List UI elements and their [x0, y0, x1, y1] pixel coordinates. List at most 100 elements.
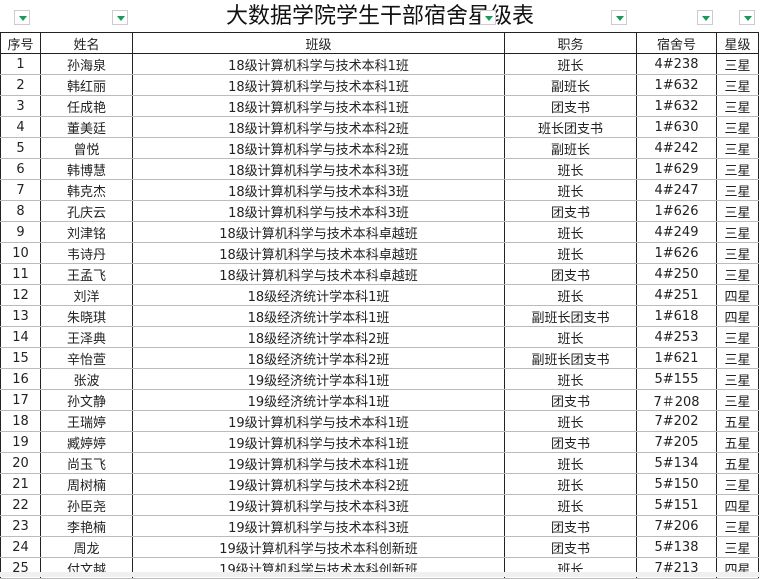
cell-seq[interactable]: 7: [0, 179, 41, 201]
cell-dorm[interactable]: 1#626: [636, 200, 717, 222]
cell-seq[interactable]: 16: [0, 368, 41, 390]
cell-star[interactable]: 三星: [716, 368, 759, 390]
cell-star[interactable]: 三星: [716, 242, 759, 264]
cell-star[interactable]: 三星: [716, 200, 759, 222]
cell-seq[interactable]: 23: [0, 515, 41, 537]
cell-star[interactable]: 三星: [716, 95, 759, 117]
cell-role[interactable]: 班长: [504, 53, 637, 75]
cell-class[interactable]: 18级计算机科学与技术本科卓越班: [132, 242, 505, 264]
cell-seq[interactable]: 4: [0, 116, 41, 138]
cell-seq[interactable]: 14: [0, 326, 41, 348]
cell-dorm[interactable]: 4#247: [636, 179, 717, 201]
cell-name[interactable]: 孙文静: [40, 389, 133, 411]
cell-class[interactable]: 19级计算机科学与技术本科创新班: [132, 536, 505, 558]
cell-star[interactable]: 三星: [716, 326, 759, 348]
cell-dorm[interactable]: 4#251: [636, 284, 717, 306]
cell-class[interactable]: 18级计算机科学与技术本科1班: [132, 74, 505, 96]
cell-name[interactable]: 曾悦: [40, 137, 133, 159]
cell-name[interactable]: 王瑞婷: [40, 410, 133, 432]
cell-dorm[interactable]: 4#238: [636, 53, 717, 75]
cell-dorm[interactable]: 1#621: [636, 347, 717, 369]
cell-star[interactable]: 五星: [716, 410, 759, 432]
cell-role[interactable]: 班长: [504, 242, 637, 264]
filter-button-name[interactable]: [112, 10, 128, 25]
cell-role[interactable]: 团支书: [504, 515, 637, 537]
cell-name[interactable]: 周龙: [40, 536, 133, 558]
cell-name[interactable]: 王孟飞: [40, 263, 133, 285]
cell-name[interactable]: 尚玉飞: [40, 452, 133, 474]
cell-seq[interactable]: 10: [0, 242, 41, 264]
cell-role[interactable]: 团支书: [504, 536, 637, 558]
cell-name[interactable]: 张波: [40, 368, 133, 390]
cell-role[interactable]: 副班长团支书: [504, 305, 637, 327]
cell-role[interactable]: 班长: [504, 221, 637, 243]
cell-class[interactable]: 18级计算机科学与技术本科卓越班: [132, 221, 505, 243]
cell-class[interactable]: 18级计算机科学与技术本科1班: [132, 95, 505, 117]
cell-class[interactable]: 19级计算机科学与技术本科2班: [132, 473, 505, 495]
cell-class[interactable]: 18级计算机科学与技术本科3班: [132, 158, 505, 180]
cell-seq[interactable]: 17: [0, 389, 41, 411]
cell-star[interactable]: 三星: [716, 158, 759, 180]
cell-role[interactable]: 班长: [504, 473, 637, 495]
cell-seq[interactable]: 24: [0, 536, 41, 558]
cell-name[interactable]: 韦诗丹: [40, 242, 133, 264]
cell-name[interactable]: 孔庆云: [40, 200, 133, 222]
cell-seq[interactable]: 2: [0, 74, 41, 96]
cell-seq[interactable]: 12: [0, 284, 41, 306]
cell-class[interactable]: 19级经济统计学本科1班: [132, 389, 505, 411]
cell-role[interactable]: 团支书: [504, 200, 637, 222]
cell-name[interactable]: 刘洋: [40, 284, 133, 306]
cell-class[interactable]: 18级经济统计学本科1班: [132, 284, 505, 306]
cell-star[interactable]: 三星: [716, 473, 759, 495]
filter-button-dorm[interactable]: [697, 10, 713, 25]
filter-button-seq[interactable]: [14, 10, 30, 25]
cell-seq[interactable]: 5: [0, 137, 41, 159]
cell-class[interactable]: 18级经济统计学本科1班: [132, 305, 505, 327]
cell-role[interactable]: 班长: [504, 410, 637, 432]
cell-name[interactable]: 辛怡萱: [40, 347, 133, 369]
cell-name[interactable]: 孙臣尧: [40, 494, 133, 516]
cell-name[interactable]: 任成艳: [40, 95, 133, 117]
cell-class[interactable]: 18级计算机科学与技术本科2班: [132, 137, 505, 159]
cell-role[interactable]: 团支书: [504, 263, 637, 285]
cell-star[interactable]: 三星: [716, 536, 759, 558]
header-seq[interactable]: 序号: [0, 32, 41, 54]
horizontal-scrollbar[interactable]: [0, 572, 760, 577]
cell-star[interactable]: 三星: [716, 74, 759, 96]
cell-seq[interactable]: 19: [0, 431, 41, 453]
cell-star[interactable]: 三星: [716, 179, 759, 201]
cell-seq[interactable]: 11: [0, 263, 41, 285]
cell-role[interactable]: 团支书: [504, 389, 637, 411]
cell-dorm[interactable]: 4#250: [636, 263, 717, 285]
cell-class[interactable]: 19级计算机科学与技术本科1班: [132, 452, 505, 474]
cell-class[interactable]: 19级计算机科学与技术本科1班: [132, 410, 505, 432]
cell-name[interactable]: 孙海泉: [40, 53, 133, 75]
cell-name[interactable]: 韩克杰: [40, 179, 133, 201]
cell-class[interactable]: 19级计算机科学与技术本科3班: [132, 515, 505, 537]
cell-dorm[interactable]: 7#206: [636, 515, 717, 537]
cell-dorm[interactable]: 1#618: [636, 305, 717, 327]
cell-class[interactable]: 18级经济统计学本科2班: [132, 347, 505, 369]
cell-role[interactable]: 班长: [504, 284, 637, 306]
cell-dorm[interactable]: 7＃208: [636, 389, 717, 411]
cell-class[interactable]: 18级计算机科学与技术本科2班: [132, 116, 505, 138]
header-dorm[interactable]: 宿舍号: [636, 32, 717, 54]
cell-seq[interactable]: 6: [0, 158, 41, 180]
header-class[interactable]: 班级: [132, 32, 505, 54]
cell-name[interactable]: 韩博慧: [40, 158, 133, 180]
cell-star[interactable]: 四星: [716, 284, 759, 306]
cell-class[interactable]: 18级计算机科学与技术本科1班: [132, 53, 505, 75]
cell-dorm[interactable]: 7#205: [636, 431, 717, 453]
cell-name[interactable]: 董美廷: [40, 116, 133, 138]
cell-class[interactable]: 19级计算机科学与技术本科1班: [132, 431, 505, 453]
cell-dorm[interactable]: 1#632: [636, 74, 717, 96]
cell-star[interactable]: 三星: [716, 116, 759, 138]
cell-role[interactable]: 班长: [504, 368, 637, 390]
cell-role[interactable]: 副班长: [504, 74, 637, 96]
cell-dorm[interactable]: 4#242: [636, 137, 717, 159]
cell-seq[interactable]: 9: [0, 221, 41, 243]
cell-class[interactable]: 18级经济统计学本科2班: [132, 326, 505, 348]
cell-dorm[interactable]: 4#249: [636, 221, 717, 243]
header-star[interactable]: 星级: [716, 32, 759, 54]
cell-seq[interactable]: 21: [0, 473, 41, 495]
